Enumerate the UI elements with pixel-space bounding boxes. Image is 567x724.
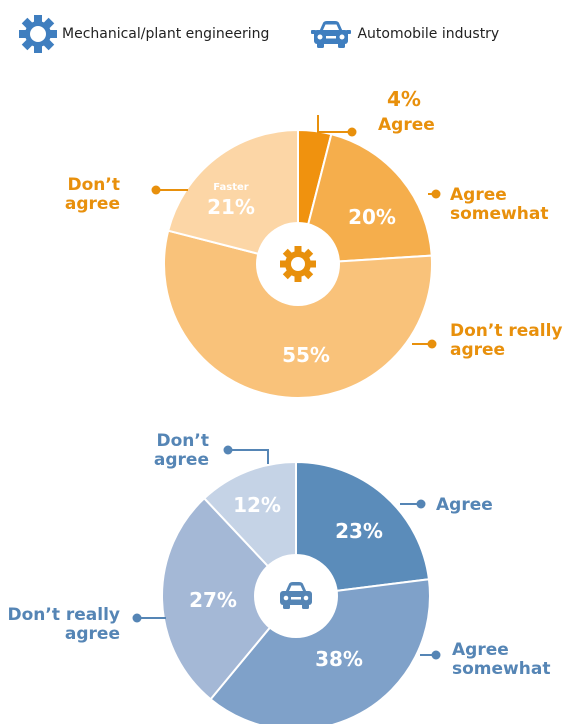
automobile-category-label-agree-somewhat: Agree somewhat [452, 640, 550, 679]
automobile-slice-agree-somewhat [209, 578, 431, 724]
automobile-dont-really-agree-leader-dot [132, 613, 142, 623]
mechanical-category-label-dont-really-agree: Don’t really agree [450, 321, 563, 360]
automobile-category-label-dont-agree: Don’t agree [154, 431, 209, 470]
automobile-agree-somewhat-leader-dot [431, 650, 441, 660]
automobile-agree-leader-dot [416, 499, 426, 509]
mechanical-value-label-agree: 4% [387, 87, 421, 111]
legend-item-mechanical: Mechanical/plant engineering [18, 14, 269, 54]
automobile-value-label-dont-agree: 12% [233, 493, 281, 517]
mechanical-slice-agree-somewhat [296, 132, 433, 266]
gear-icon [280, 246, 316, 282]
mechanical-value-label-agree-somewhat: 20% [348, 205, 396, 229]
automobile-value-label-agree-somewhat: 38% [315, 647, 363, 671]
automobile-category-label-agree: Agree [436, 495, 493, 515]
car-icon [280, 582, 312, 609]
mechanical-agree-somewhat-leader-dot [431, 189, 441, 199]
automobile-value-label-agree: 23% [335, 519, 383, 543]
legend-label-mechanical: Mechanical/plant engineering [62, 26, 270, 42]
mechanical-category-label-agree-somewhat: Agree somewhat [450, 185, 548, 224]
mechanical-dont-agree-leader-dot [151, 185, 161, 195]
mechanical-value-label-dont-agree: 21% [207, 195, 255, 219]
mechanical-category-label-dont-agree: Don’t agree [65, 175, 120, 214]
automobile-dont-agree-leader-dot [223, 445, 233, 455]
legend-item-automobile: Automobile industry [309, 14, 499, 54]
car-icon [311, 21, 352, 48]
automobile-slice-agree [295, 460, 431, 598]
mechanical-category-label-agree: Agree [378, 115, 435, 135]
automobile-slice-dont-really-agree [161, 496, 298, 701]
automobile-value-label-dont-really-agree: 27% [189, 588, 237, 612]
mechanical-agree-leader-line [317, 115, 352, 133]
legend: Mechanical/plant engineering Automobile … [18, 14, 539, 54]
mechanical-agree-leader-dot [347, 127, 357, 137]
mechanical-slice-dont-really-agree [163, 229, 433, 399]
mechanical-annotation: Faster [213, 182, 249, 193]
automobile-category-label-dont-really-agree: Don’t really agree [7, 605, 120, 644]
legend-label-automobile: Automobile industry [357, 26, 500, 42]
mechanical-value-label-dont-really-agree: 55% [282, 343, 330, 367]
mechanical-slice-dont-agree [166, 128, 299, 266]
gear-icon [19, 15, 57, 53]
automobile-dont-agree-leader-line [228, 449, 269, 464]
mechanical-dont-really-agree-leader-dot [427, 339, 437, 349]
